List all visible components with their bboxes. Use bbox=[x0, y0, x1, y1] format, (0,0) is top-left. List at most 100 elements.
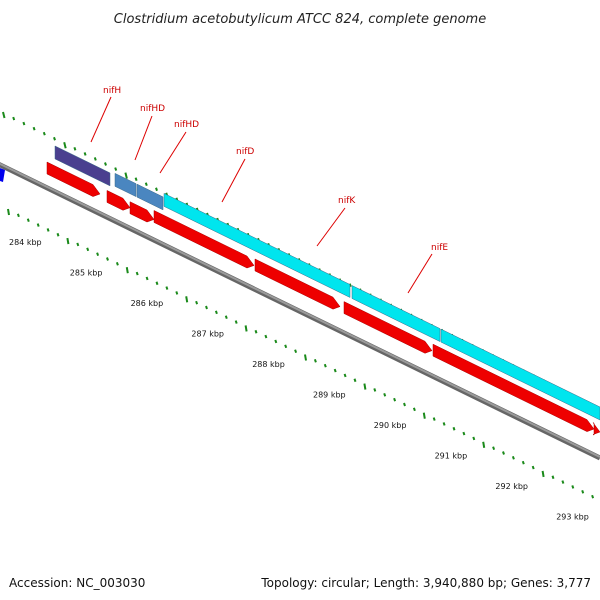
position-label: 292 kbp bbox=[495, 482, 528, 491]
genome-stats-text: Topology: circular; Length: 3,940,880 bp… bbox=[260, 576, 591, 590]
outer-tick bbox=[42, 131, 46, 136]
cds-arrow bbox=[432, 343, 595, 432]
inner-tick bbox=[36, 223, 40, 227]
cds-arrow bbox=[106, 190, 131, 211]
gene-label: nifHD bbox=[174, 120, 199, 130]
inner-tick bbox=[195, 300, 199, 305]
outer-tick bbox=[32, 126, 36, 131]
inner-tick bbox=[26, 218, 30, 223]
gene-feature-nifHD bbox=[114, 172, 137, 198]
inner-tick bbox=[511, 456, 515, 460]
inner-tick bbox=[541, 470, 545, 478]
outer-tick bbox=[134, 177, 138, 181]
inner-tick bbox=[373, 388, 377, 392]
inner-tick bbox=[125, 267, 129, 274]
inner-tick bbox=[46, 228, 50, 232]
position-labels: 284 kbp 285 kbp 286 kbp 287 kbp 288 kbp 289 k… bbox=[9, 238, 589, 522]
accession-text: Accession: NC_003030 bbox=[9, 576, 145, 590]
inner-tick bbox=[175, 291, 179, 295]
inner-tick bbox=[66, 237, 70, 245]
gene-feature-nifHD bbox=[136, 183, 164, 211]
outer-tick bbox=[83, 152, 87, 156]
outer-tick bbox=[124, 172, 128, 179]
inner-tick bbox=[502, 451, 505, 455]
inner-tick bbox=[313, 359, 317, 363]
inner-tick bbox=[274, 339, 278, 344]
inner-tick bbox=[551, 475, 555, 480]
inner-tick bbox=[254, 329, 258, 334]
inner-tick bbox=[304, 354, 307, 361]
gene-label: nifK bbox=[338, 196, 356, 206]
gene-feature-nifE bbox=[440, 328, 600, 421]
inner-tick-ring bbox=[7, 208, 595, 499]
inner-tick bbox=[531, 465, 535, 470]
cds-arrow bbox=[46, 161, 101, 197]
inner-tick bbox=[185, 296, 189, 303]
gene-label: nifH bbox=[103, 86, 121, 96]
position-label: 288 kbp bbox=[252, 360, 285, 369]
outer-tick bbox=[144, 182, 148, 187]
outer-tick bbox=[12, 116, 16, 121]
inner-tick bbox=[264, 334, 268, 339]
outer-tick bbox=[93, 157, 97, 161]
leader-line bbox=[407, 253, 433, 294]
position-label: 286 kbp bbox=[131, 299, 164, 308]
inner-tick bbox=[403, 402, 406, 407]
outer-tick bbox=[104, 162, 107, 166]
inner-tick bbox=[442, 422, 446, 426]
partial-feature-blue bbox=[0, 168, 5, 182]
position-label: 289 kbp bbox=[313, 391, 346, 400]
inner-tick bbox=[452, 426, 456, 431]
inner-tick bbox=[521, 460, 525, 465]
inner-tick bbox=[412, 407, 416, 412]
inner-tick bbox=[135, 271, 139, 276]
inner-tick bbox=[205, 305, 208, 310]
position-label: 293 kbp bbox=[556, 513, 589, 522]
inner-tick bbox=[422, 412, 426, 419]
outer-tick bbox=[348, 283, 352, 288]
genome-backbone-highlight bbox=[0, 162, 600, 458]
gene-features bbox=[54, 145, 600, 421]
outer-tick bbox=[114, 167, 118, 171]
leader-line bbox=[159, 131, 187, 174]
inner-tick bbox=[76, 242, 80, 247]
position-label: 287 kbp bbox=[191, 330, 224, 339]
gene-label: nifE bbox=[431, 243, 448, 253]
inner-tick bbox=[581, 489, 585, 494]
inner-tick bbox=[86, 247, 90, 252]
inner-tick bbox=[56, 232, 60, 237]
inner-tick bbox=[284, 344, 288, 349]
inner-tick bbox=[462, 431, 466, 436]
inner-tick bbox=[363, 383, 367, 390]
leader-line bbox=[90, 96, 112, 143]
label-leaders bbox=[90, 96, 433, 294]
leader-line bbox=[316, 207, 346, 247]
outer-tick bbox=[155, 187, 158, 192]
inner-tick bbox=[16, 213, 20, 218]
inner-tick bbox=[343, 373, 347, 378]
cds-arrow bbox=[343, 301, 433, 354]
inner-tick bbox=[492, 446, 496, 450]
inner-tick bbox=[224, 315, 228, 320]
inner-tick bbox=[383, 392, 387, 397]
inner-tick bbox=[115, 262, 119, 266]
gene-feature-nifH bbox=[54, 145, 111, 187]
leader-line bbox=[134, 115, 153, 161]
outer-tick bbox=[53, 136, 56, 141]
map-title: Clostridium acetobutylicum ATCC 824, com… bbox=[114, 12, 486, 27]
inner-tick bbox=[96, 252, 100, 256]
cds-arrow bbox=[129, 201, 155, 223]
cds-arrows bbox=[46, 161, 600, 436]
gene-label: nifD bbox=[236, 147, 254, 157]
gene-label: nifHD bbox=[140, 104, 165, 114]
cds-arrow bbox=[254, 258, 341, 310]
leader-line bbox=[221, 158, 246, 203]
inner-tick bbox=[482, 441, 486, 448]
inner-tick bbox=[333, 368, 337, 373]
position-label: 291 kbp bbox=[435, 452, 468, 461]
inner-tick bbox=[353, 378, 357, 383]
cds-arrow bbox=[153, 210, 255, 269]
outer-tick bbox=[2, 111, 6, 119]
position-label: 284 kbp bbox=[9, 238, 42, 247]
